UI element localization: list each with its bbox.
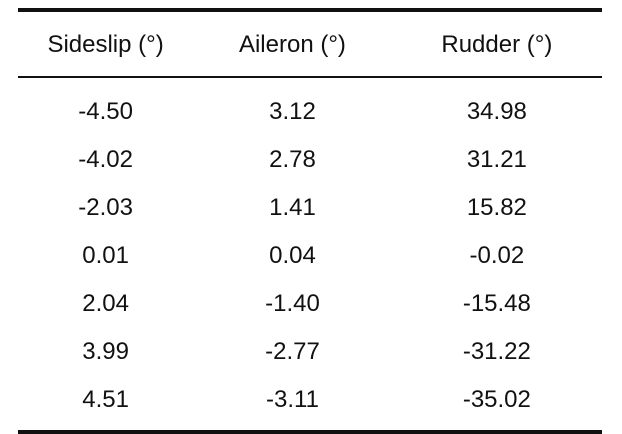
table-row: -4.50 3.12 34.98 (18, 88, 602, 136)
cell-rudder: 15.82 (466, 194, 527, 221)
cell-aileron: 1.41 (269, 194, 316, 221)
cell-aileron: -2.77 (265, 338, 320, 365)
table-row: -4.02 2.78 31.21 (18, 136, 602, 184)
table-row: 0.01 0.04 -0.02 (18, 232, 602, 280)
table-row: 2.04 -1.40 -15.48 (18, 280, 602, 328)
top-rule (18, 8, 602, 12)
table-body: -4.50 3.12 34.98 -4.02 2.78 31.21 -2.03 … (18, 88, 602, 424)
data-table: Sideslip (°) Aileron (°) Rudder (°) -4.5… (18, 8, 602, 434)
cell-sideslip: 4.51 (82, 386, 129, 413)
cell-aileron: 0.04 (269, 242, 316, 269)
cell-rudder: -0.02 (469, 242, 525, 269)
table-row: 4.51 -3.11 -35.02 (18, 376, 602, 424)
bottom-rule (18, 430, 602, 434)
cell-rudder: 31.21 (466, 146, 527, 173)
cell-aileron: -1.40 (265, 290, 320, 317)
cell-rudder: -35.02 (462, 386, 531, 413)
cell-sideslip: 3.99 (82, 338, 129, 365)
cell-rudder: 34.98 (466, 98, 527, 125)
table-header: Sideslip (°) Aileron (°) Rudder (°) (18, 12, 602, 72)
cell-sideslip: -4.02 (78, 146, 133, 173)
cell-rudder: -31.22 (462, 338, 531, 365)
cell-aileron: -3.11 (266, 386, 319, 413)
cell-rudder: -15.48 (462, 290, 531, 317)
header-row: Sideslip (°) Aileron (°) Rudder (°) (18, 12, 602, 72)
header-aileron: Aileron (°) (238, 31, 346, 58)
cell-aileron: 3.12 (269, 98, 316, 125)
table-row: 3.99 -2.77 -31.22 (18, 328, 602, 376)
table-row: -2.03 1.41 15.82 (18, 184, 602, 232)
header-rule (18, 76, 602, 78)
cell-aileron: 2.78 (269, 146, 316, 173)
header-rudder: Rudder (°) (441, 31, 553, 58)
cell-sideslip: 2.04 (82, 290, 129, 317)
cell-sideslip: -2.03 (78, 194, 133, 221)
cell-sideslip: -4.50 (78, 98, 133, 125)
header-sideslip: Sideslip (°) (47, 31, 164, 58)
cell-sideslip: 0.01 (82, 242, 129, 269)
